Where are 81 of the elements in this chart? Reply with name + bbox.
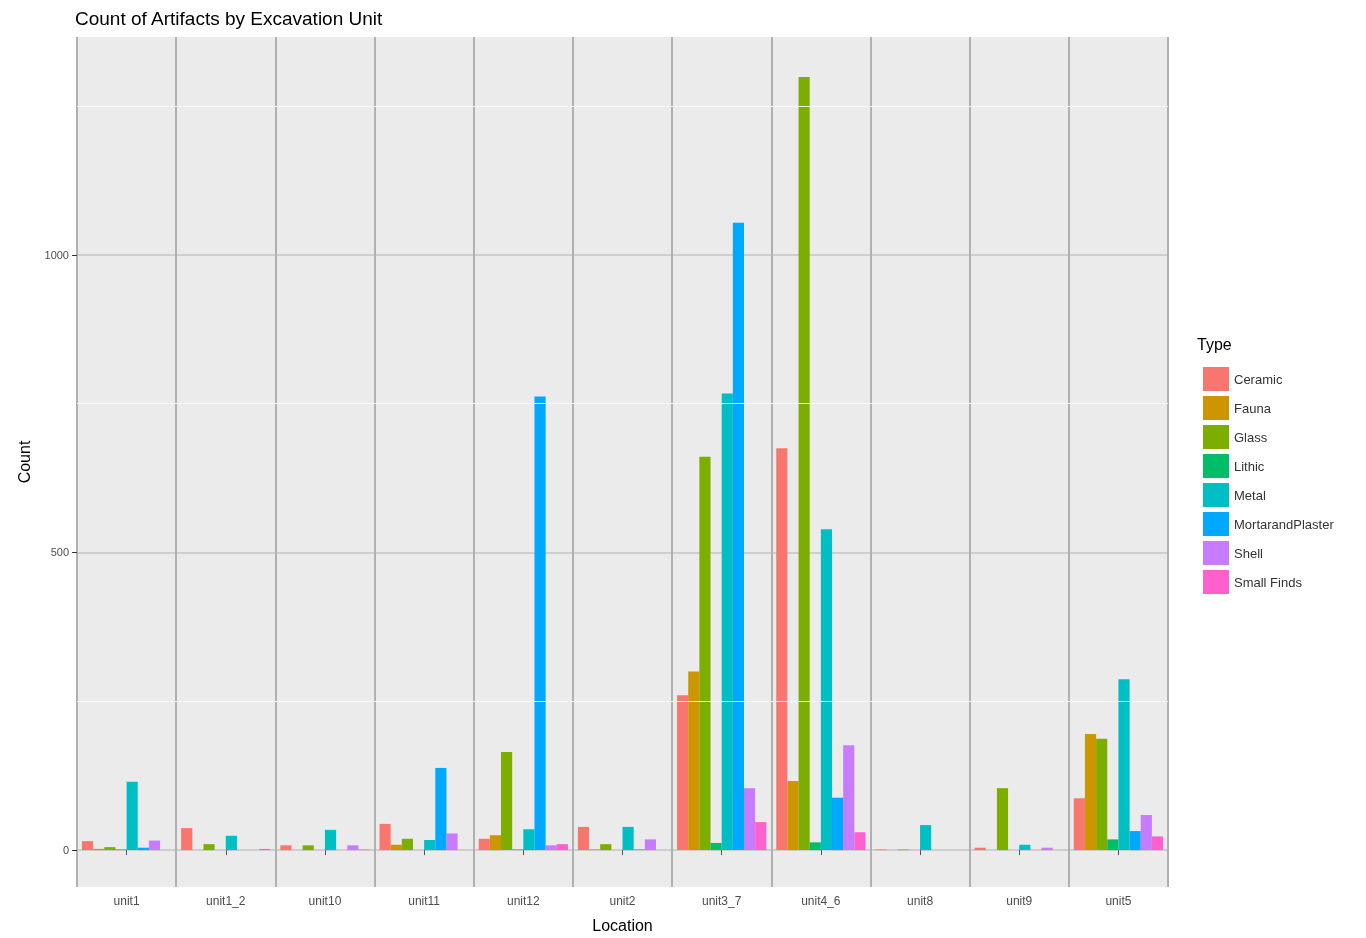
bar (744, 788, 756, 851)
x-tick-label: unit9 (1006, 894, 1033, 908)
bar (556, 844, 568, 851)
bar (225, 835, 237, 851)
bar (1096, 738, 1108, 851)
bar (820, 529, 833, 851)
legend-label: Ceramic (1234, 371, 1283, 387)
legend-label: Lithic (1234, 458, 1265, 474)
bar (379, 823, 391, 851)
bar (1151, 836, 1164, 851)
x-tick-label: unit2 (609, 894, 636, 908)
legend-label: MortarandPlaster (1234, 516, 1335, 532)
bar (446, 833, 458, 851)
bar (280, 845, 292, 851)
y-tick-label: 500 (50, 546, 69, 559)
x-tick-label: unit10 (308, 894, 342, 908)
bar (854, 832, 866, 851)
x-tick-label: unit5 (1105, 894, 1132, 908)
bar (302, 845, 314, 851)
bar (203, 844, 215, 851)
bar (390, 844, 402, 851)
x-tick-label: unit4_6 (801, 894, 841, 908)
bar (600, 844, 612, 851)
legend-label: Glass (1234, 429, 1268, 445)
y-tick-label: 1000 (44, 248, 69, 261)
bar (832, 797, 844, 851)
bar (1084, 734, 1097, 851)
bar (489, 835, 501, 851)
bar (501, 751, 513, 851)
legend-label: Fauna (1234, 400, 1272, 416)
bar (81, 841, 94, 851)
bar (534, 396, 546, 851)
x-tick-label: unit12 (506, 894, 540, 908)
bar (787, 781, 799, 851)
bar (755, 822, 767, 851)
bar (1140, 814, 1152, 851)
bar (732, 222, 744, 851)
bar (843, 745, 855, 851)
bar (1129, 831, 1141, 851)
legend-label: Metal (1234, 487, 1266, 503)
bar (1107, 839, 1119, 851)
bar (104, 847, 116, 851)
bar (347, 845, 359, 851)
y-axis-title: Count (15, 440, 33, 484)
x-tick-label: unit1_2 (206, 894, 246, 908)
bar (776, 448, 788, 851)
bar (996, 788, 1009, 851)
bar (920, 825, 932, 851)
x-tick-label: unit1 (113, 894, 140, 908)
bar (809, 842, 821, 851)
bar (478, 838, 490, 851)
bar (699, 456, 711, 851)
bar (577, 826, 590, 851)
x-tick-label: unit3_7 (701, 894, 742, 908)
bar (523, 829, 535, 851)
legend-label: Small Finds (1234, 574, 1303, 590)
y-tick-label: 0 (62, 844, 69, 857)
bar (424, 839, 436, 851)
bar (324, 829, 337, 851)
bar (721, 393, 733, 851)
bar (1073, 798, 1085, 851)
x-tick-label: unit11 (408, 894, 441, 908)
legend-title: Type (1197, 335, 1232, 353)
x-tick-label: unit8 (907, 894, 934, 908)
bar (148, 840, 161, 851)
bar (710, 842, 722, 851)
bar (181, 828, 193, 851)
bar (126, 781, 138, 851)
bar (1019, 844, 1031, 851)
bar (545, 845, 557, 851)
bar (798, 76, 810, 851)
chart-title: Count of Artifacts by Excavation Unit (75, 8, 384, 29)
bar (622, 826, 634, 851)
bar (401, 838, 413, 851)
bar (644, 839, 656, 851)
bar (677, 695, 689, 851)
x-axis-title: Location (592, 916, 653, 934)
bar (688, 671, 700, 851)
bar (435, 767, 447, 851)
bar (1118, 679, 1130, 851)
legend-label: Shell (1234, 545, 1264, 561)
